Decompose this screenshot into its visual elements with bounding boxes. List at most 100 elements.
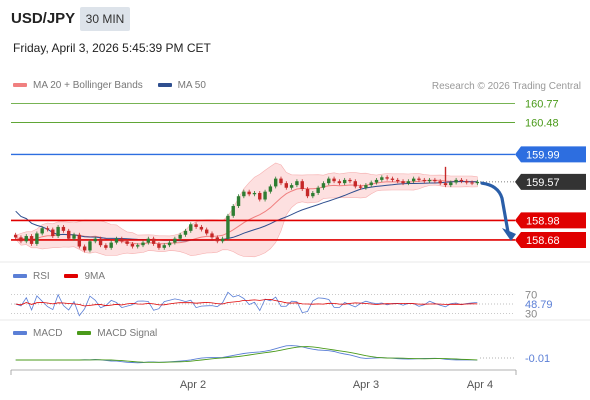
candle-body (337, 181, 342, 184)
forecast-arrow (480, 181, 516, 241)
candle-body (380, 177, 384, 180)
time-axis: Apr 2 Apr 3 Apr 4 (10, 369, 517, 391)
bollinger-bands (15, 162, 478, 258)
candle-body (396, 179, 400, 182)
candle-body (35, 233, 39, 244)
legend-ma50-label: MA 50 (177, 80, 206, 91)
time-axis-label: Apr 3 (353, 379, 379, 391)
candle-body (162, 245, 166, 248)
candle-body (183, 230, 188, 235)
rsi-legend: RSI 9MA (13, 271, 117, 282)
price-tags: 160.77 160.48 159.99 158.98 158.68 159.57 (515, 98, 586, 248)
legend-rsi: RSI (13, 271, 50, 282)
main-legend: MA 20 + Bollinger Bands MA 50 (13, 80, 218, 91)
candle-body (353, 181, 357, 187)
last-price-tag (515, 173, 586, 190)
candle-body (433, 179, 437, 182)
rsi-last-value: 48.79 (525, 299, 553, 311)
interval-badge[interactable]: 30 MIN (80, 7, 130, 31)
candle-body (358, 186, 363, 188)
candle-body (289, 185, 294, 188)
macd-last-value: -0.01 (525, 353, 550, 365)
candle-body (374, 179, 379, 183)
legend-macd-signal: MACD Signal (77, 328, 157, 339)
macd-legend: MACD MACD Signal (13, 328, 169, 339)
candle-body (390, 178, 395, 180)
candle-body (417, 178, 421, 180)
candle-body (29, 236, 34, 244)
credit-text: Research © 2026 Trading Central (431, 81, 581, 92)
bollinger-band-fill (15, 162, 478, 258)
level-label-resistance: 160.77 (525, 98, 559, 110)
candle-body (136, 245, 140, 247)
legend-ma20-label: MA 20 + Bollinger Bands (33, 80, 143, 91)
candle-body (316, 187, 320, 193)
candle-body (252, 192, 257, 195)
key-levels (0, 103, 590, 321)
candle-body (40, 228, 44, 234)
candle-body (199, 226, 204, 230)
candle-body (284, 183, 289, 188)
candle-body (194, 224, 198, 227)
candle-body (82, 246, 87, 251)
candle-body (364, 185, 368, 188)
candle-body (189, 224, 193, 231)
candle-body (327, 178, 331, 184)
candle-body (348, 179, 352, 182)
forecast-arrow-head (502, 227, 516, 241)
last-price-text: 159.57 (526, 177, 560, 189)
timestamp: Friday, April 3, 2026 5:45:39 PM CET (13, 41, 211, 55)
candle-body (427, 179, 432, 182)
rsi-9ma-line (15, 298, 478, 307)
candle-body (369, 182, 373, 186)
candle-body (295, 181, 299, 186)
candle-body (273, 178, 278, 187)
candle-body (300, 181, 304, 190)
level-tag-pivot (515, 146, 586, 163)
legend-swatch-ma50 (157, 83, 172, 88)
candle-body (77, 234, 82, 247)
candle-body (321, 183, 326, 188)
macd-signal-line (15, 346, 478, 363)
forecast-arrow-shaft (480, 181, 510, 234)
candle-body (449, 182, 453, 186)
legend-rsi-label: RSI (33, 271, 50, 282)
candle-body (454, 179, 458, 183)
candle-body (13, 234, 18, 238)
candle-body (109, 242, 113, 248)
candle-body (167, 242, 172, 246)
legend-macd-signal-label: MACD Signal (97, 328, 158, 339)
candle-body (459, 179, 464, 182)
candle-body (120, 238, 124, 242)
level-tag-text: 158.98 (526, 215, 560, 227)
legend-ma20: MA 20 + Bollinger Bands (13, 80, 143, 91)
candle-body (279, 178, 283, 184)
candle-body (104, 245, 108, 248)
legend-swatch-macd (13, 331, 27, 336)
candle-body (231, 206, 235, 216)
candle-body (443, 183, 448, 186)
candle-body (242, 191, 246, 197)
legend-swatch-rsi (13, 274, 27, 279)
candle-body (173, 238, 177, 243)
candle-body (220, 238, 225, 242)
candle-body (88, 241, 92, 251)
candle-body (311, 192, 315, 197)
candle-body (204, 229, 209, 234)
candle-body (470, 182, 474, 184)
candle-body (226, 215, 230, 239)
candle-body (157, 243, 161, 248)
candle-body (342, 179, 347, 184)
time-axis-label: Apr 4 (467, 379, 493, 391)
candle-body (268, 186, 273, 192)
candle-body (125, 241, 129, 244)
candle-body (438, 181, 442, 184)
candle-body (401, 181, 405, 184)
candle-body (51, 229, 55, 237)
candle-body (305, 189, 310, 197)
candle-body (332, 178, 336, 182)
candle-body (258, 192, 262, 200)
candle-body (385, 177, 389, 179)
level-tag-support (515, 231, 586, 248)
